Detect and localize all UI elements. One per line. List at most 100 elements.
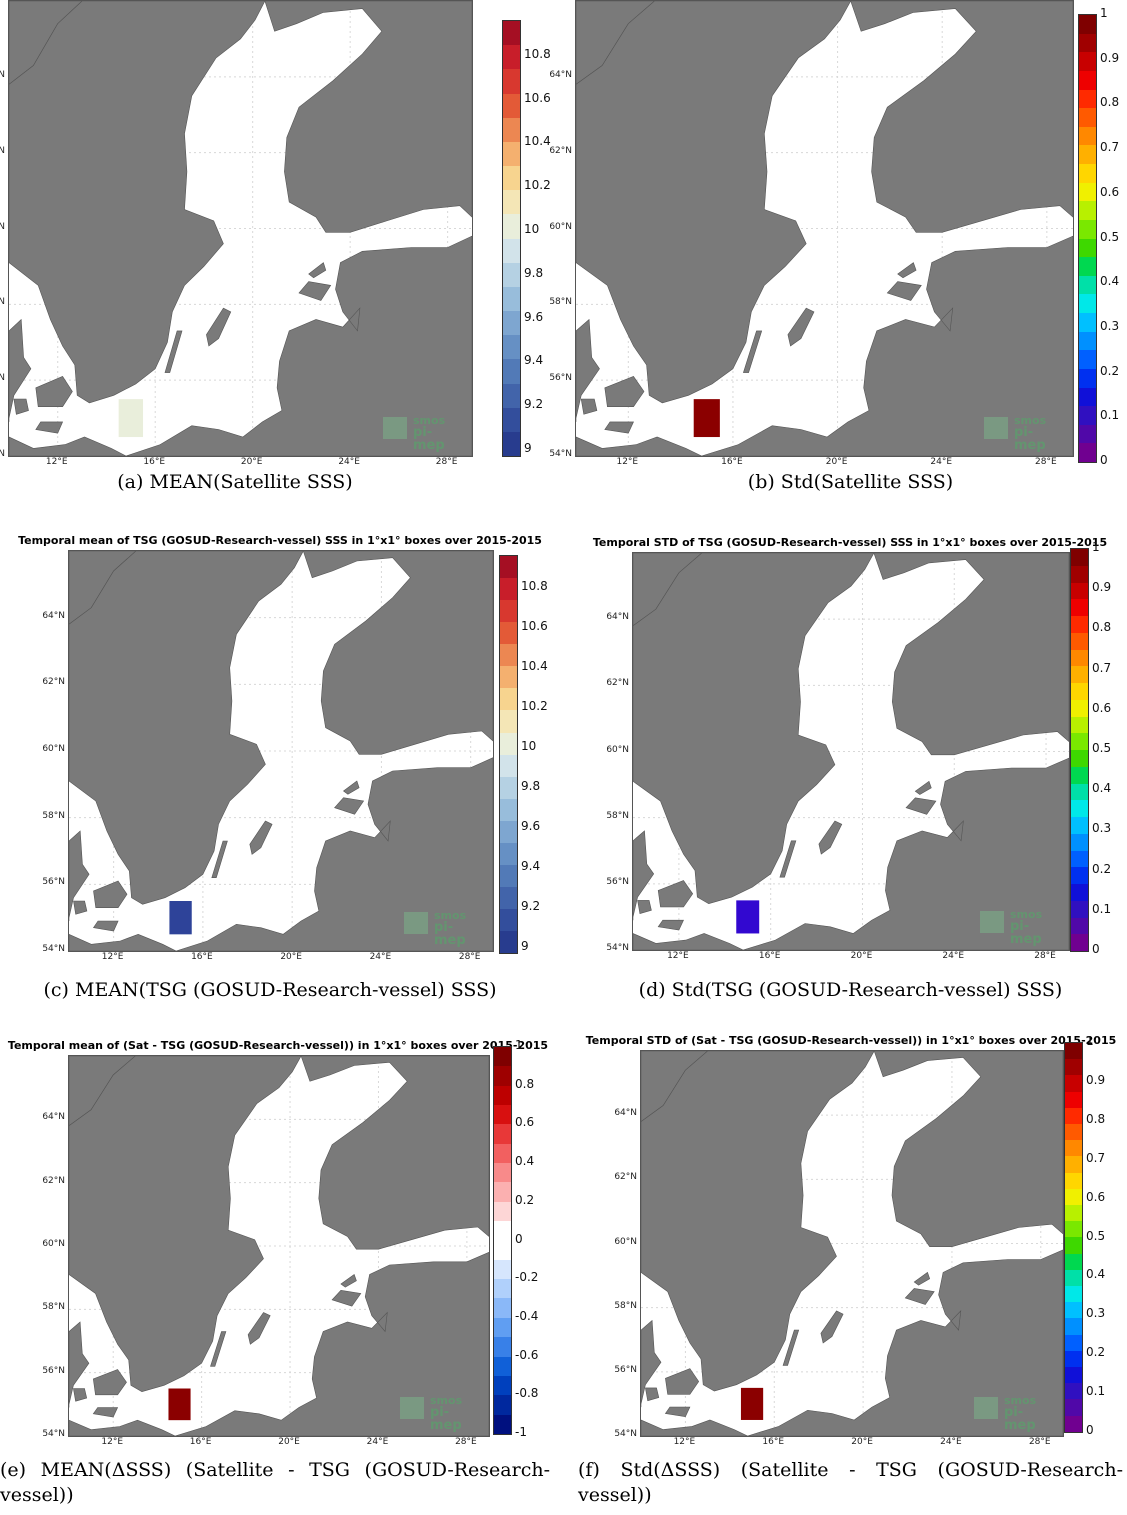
colorbar-segment (1071, 750, 1088, 767)
land-mass (657, 880, 694, 908)
colorbar-segment (503, 286, 520, 312)
colorbar-segment (1079, 313, 1096, 332)
colorbar-segment (500, 710, 517, 733)
colorbar-segment (494, 1047, 511, 1067)
colorbar-segment (503, 383, 520, 408)
figure-caption: (d) Std(TSG (GOSUD-Research-vessel) SSS) (638, 979, 1063, 1001)
colorbar-tick-label: -0.4 (515, 1308, 539, 1323)
colorbar-segment (500, 644, 517, 667)
map-area (68, 550, 494, 952)
colorbar-segment (1065, 1205, 1082, 1222)
logo-line1: smos (1014, 414, 1047, 427)
colorbar-tick-label: 0.2 (1100, 363, 1120, 378)
colorbar-segment (1071, 666, 1088, 683)
colorbar-tick-label: 0.3 (1100, 318, 1120, 333)
colorbar-segment (1071, 867, 1088, 884)
lon-tick-label: 24°E (338, 457, 360, 467)
colorbar-tick-label: -0.8 (515, 1386, 539, 1401)
colorbar-segment (500, 864, 517, 887)
lon-tick-label: 16°E (762, 1437, 785, 1447)
colorbar-tick-label: 0.2 (1092, 861, 1112, 876)
colorbar-segment (1065, 1302, 1082, 1319)
colorbar-segment (1065, 1318, 1082, 1335)
colorbar-segment (503, 190, 520, 215)
lat-tick-label: 64°N (0, 69, 5, 80)
colorbar-segment (494, 1298, 511, 1318)
colorbar (1070, 548, 1089, 952)
colorbar-segment (500, 931, 517, 954)
colorbar-tick-label: -1 (515, 1425, 527, 1439)
logo-line2: pi-mep (1004, 1405, 1036, 1433)
colorbar-segment (503, 238, 520, 263)
colorbar-segment (1065, 1334, 1082, 1351)
colorbar-tick-label: 0.5 (1100, 229, 1120, 244)
land-mass (747, 1249, 1063, 1436)
land-mass (92, 920, 119, 932)
colorbar-tick-label: 0 (1092, 942, 1100, 956)
land-mass (576, 436, 702, 456)
logo-icon (980, 911, 1004, 933)
colorbar-segment (1065, 1156, 1082, 1173)
colorbar-segment (500, 622, 517, 645)
colorbar-segment (1079, 201, 1096, 220)
logo-line2: pi-mep (1010, 919, 1042, 947)
colorbar-segment (503, 407, 520, 432)
colorbar-segment (1065, 1059, 1082, 1076)
colorbar-segment (1079, 424, 1096, 444)
colorbar-segment (503, 311, 520, 336)
lon-tick-label: 12°E (101, 952, 124, 962)
colorbar-segment (494, 1259, 511, 1280)
colorbar-tick-label: 10.4 (521, 658, 548, 673)
colorbar-segment (500, 732, 517, 755)
colorbar-segment (1079, 70, 1096, 90)
colorbar-segment (1065, 1107, 1082, 1125)
land-mass (93, 880, 128, 909)
land-mass (904, 1288, 935, 1305)
colorbar-tick-label: 0.9 (1100, 50, 1120, 65)
land-mass (342, 780, 360, 795)
lat-tick-label: 62°N (42, 677, 65, 688)
land-mass (742, 330, 763, 373)
colorbar-tick-label: -0.2 (515, 1270, 539, 1285)
colorbar-segment (494, 1375, 511, 1396)
colorbar-segment (1071, 699, 1088, 717)
lon-tick-label: 12°E (673, 1437, 696, 1447)
land-mass (69, 830, 90, 921)
colorbar-segment (500, 666, 517, 689)
colorbar-tick-label: 0.8 (1092, 620, 1112, 635)
land-mass (92, 1369, 127, 1396)
colorbar-segment (494, 1414, 511, 1434)
colorbar-segment (1065, 1269, 1082, 1287)
colorbar-tick-label: 10.4 (524, 134, 551, 149)
colorbar-segment (1071, 649, 1088, 667)
colorbar-tick-label: -0.6 (515, 1347, 539, 1362)
colorbar-segment (1079, 182, 1096, 202)
colorbar-segment (1071, 884, 1088, 901)
land-mass (334, 797, 365, 815)
colorbar-tick-label: 9.2 (524, 397, 544, 412)
lon-tick-label: 20°E (825, 457, 848, 467)
colorbar-tick-label: 0.9 (1092, 580, 1112, 595)
land-mass (125, 235, 472, 456)
logo-icon (974, 1397, 998, 1419)
land-mass (206, 307, 232, 347)
land-mass (897, 262, 917, 279)
land-mass (331, 1289, 362, 1307)
colorbar-segment (1065, 1140, 1082, 1157)
land-mass (637, 900, 652, 914)
data-cell (693, 399, 720, 438)
land-mass (604, 421, 634, 434)
colorbar-segment (494, 1124, 511, 1144)
colorbar-segment (494, 1221, 511, 1241)
colorbar-segment (503, 117, 520, 142)
colorbar-tick-label: 0.2 (1086, 1345, 1106, 1360)
colorbar-segment (1079, 164, 1096, 183)
colorbar-segment (1065, 1188, 1082, 1206)
colorbar-segment (503, 141, 520, 167)
colorbar-segment (1071, 582, 1088, 600)
colorbar-tick-label: 10.2 (524, 178, 551, 193)
logo-line1: smos (430, 1394, 463, 1407)
colorbar-segment (494, 1201, 511, 1222)
land-mass (35, 376, 73, 408)
land-mass (73, 1388, 88, 1402)
